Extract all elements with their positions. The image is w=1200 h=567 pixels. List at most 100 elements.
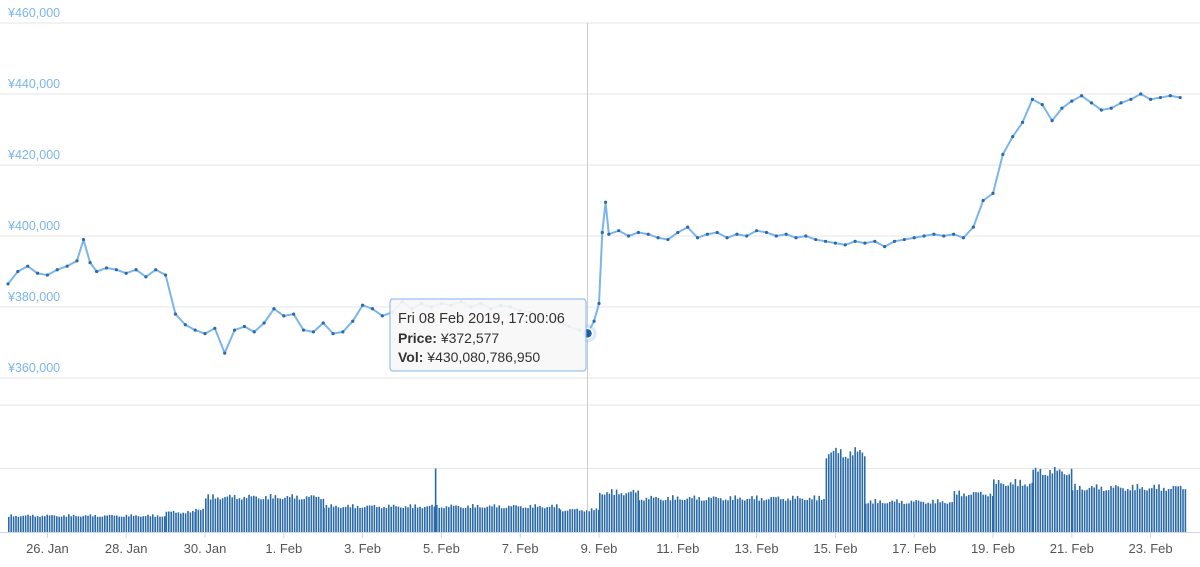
price-point[interactable] [144,275,148,279]
price-point[interactable] [173,312,178,316]
price-point[interactable] [1089,101,1094,105]
price-point[interactable] [833,241,838,245]
price-point[interactable] [902,237,906,242]
price-point[interactable] [735,232,739,236]
price-point[interactable] [1129,97,1133,101]
price-point[interactable] [1040,103,1044,107]
price-point[interactable] [35,271,40,275]
price-point[interactable] [626,234,631,238]
price-point[interactable] [991,191,995,195]
price-point[interactable] [301,328,306,332]
price-point[interactable] [242,324,246,329]
price-point[interactable] [932,232,936,236]
price-point[interactable] [1119,101,1123,105]
price-point[interactable] [600,230,604,235]
price-point[interactable] [164,273,168,277]
price-point[interactable] [607,232,611,236]
price-point[interactable] [1060,106,1064,110]
price-point[interactable] [774,234,778,238]
price-point[interactable] [1011,135,1015,139]
price-point[interactable] [705,232,709,236]
price-point[interactable] [183,323,187,327]
price-point[interactable] [823,239,828,243]
price-point[interactable] [971,225,975,229]
price-point[interactable] [292,312,296,316]
price-point[interactable] [873,239,877,243]
price-point[interactable] [603,200,608,204]
price-point[interactable] [213,326,217,330]
price-point[interactable] [361,303,365,307]
price-point[interactable] [114,268,118,272]
price-point[interactable] [1109,106,1113,110]
price-point[interactable] [1158,95,1163,100]
price-point[interactable] [272,307,276,311]
price-point[interactable] [755,229,759,233]
price-point[interactable] [124,271,128,275]
price-point[interactable] [1020,120,1025,124]
price-point[interactable] [863,241,867,245]
price-point[interactable] [1080,94,1084,98]
price-point[interactable] [764,230,769,235]
price-point[interactable] [794,236,798,240]
price-point[interactable] [81,237,86,242]
price-point[interactable] [88,261,92,265]
price-point[interactable] [55,268,59,272]
price-point[interactable] [725,236,729,240]
price-point[interactable] [1168,94,1172,98]
price-point[interactable] [16,269,20,274]
price-point[interactable] [380,314,384,318]
price-point[interactable] [961,236,966,240]
price-point[interactable] [1099,108,1103,112]
price-point[interactable] [666,237,670,242]
price-point[interactable] [981,198,985,203]
price-point[interactable] [134,268,138,272]
price-point[interactable] [95,269,99,274]
price-point[interactable] [814,237,818,242]
price-point[interactable] [853,239,857,243]
price-point[interactable] [311,330,315,334]
price-point[interactable] [597,301,601,306]
price-point[interactable] [715,230,719,235]
price-point[interactable] [592,319,596,323]
price-point[interactable] [1149,97,1153,101]
price-point[interactable] [104,266,109,270]
price-point[interactable] [646,232,650,236]
price-point[interactable] [154,268,158,272]
price-point[interactable] [952,232,956,236]
price-point[interactable] [262,321,266,325]
price-point[interactable] [232,328,237,332]
price-point[interactable] [26,264,30,268]
price-point[interactable] [252,330,256,334]
price-point[interactable] [892,239,897,243]
price-point[interactable] [193,328,197,332]
price-point[interactable] [695,236,700,240]
price-point[interactable] [636,230,641,235]
price-point[interactable] [883,245,887,249]
price-point[interactable] [223,351,227,355]
price-line-series[interactable] [6,92,1182,355]
price-point[interactable] [6,282,10,286]
price-point[interactable] [65,264,69,268]
price-point[interactable] [804,234,808,238]
price-point[interactable] [784,232,788,236]
price-point[interactable] [75,259,79,263]
price-point[interactable] [282,314,286,318]
price-point[interactable] [617,229,621,233]
price-point[interactable] [351,319,355,323]
price-point[interactable] [922,234,926,238]
price-point[interactable] [1070,99,1074,103]
price-point[interactable] [676,230,680,235]
price-point[interactable] [942,234,946,238]
price-point[interactable] [912,236,916,240]
price-point[interactable] [341,330,345,334]
price-point[interactable] [1050,119,1054,123]
price-point[interactable] [843,243,847,247]
price-point[interactable] [1030,97,1034,101]
price-point[interactable] [321,321,325,325]
price-point[interactable] [370,307,375,311]
price-point[interactable] [203,332,207,336]
price-point[interactable] [1139,92,1143,96]
price-point[interactable] [686,225,690,229]
price-point[interactable] [656,236,660,240]
price-point[interactable] [1178,95,1182,100]
